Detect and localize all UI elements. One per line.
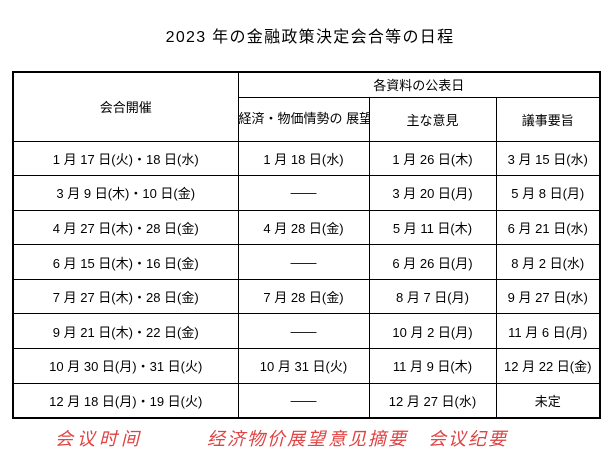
header-row-sub: 経済・物価情勢の 展望(基本的見解) 主な意見 議事要旨 (13, 96, 601, 142)
cell-minutes: 12 月 22 日(金) (495, 348, 601, 384)
header-release-date-group: 各資料の公表日 (237, 71, 601, 98)
cell-opinions: 6 月 26 日(月) (368, 244, 497, 280)
cell-minutes: 9 月 27 日(水) (495, 278, 601, 315)
table-row: 6 月 15 日(木)・16 日(金) —— 6 月 26 日(月) 8 月 2… (12, 244, 601, 280)
table-row: 3 月 9 日(木)・10 日(金) —— 3 月 20 日(月) 5 月 8 … (12, 175, 601, 211)
cell-meeting: 4 月 27 日(木)・28 日(金) (12, 209, 239, 246)
table-row: 12 月 18 日(月)・19 日(火) —— 12 月 27 日(水) 未定 (12, 382, 601, 419)
table-row: 4 月 27 日(木)・28 日(金) 4 月 28 日(金) 5 月 11 日… (12, 209, 601, 246)
cell-opinions: 10 月 2 日(月) (368, 313, 497, 350)
cell-outlook: 10 月 31 日(火) (237, 348, 370, 384)
cell-minutes: 5 月 8 日(月) (495, 175, 601, 211)
cell-minutes: 11 月 6 日(月) (495, 313, 601, 350)
cell-meeting: 12 月 18 日(月)・19 日(火) (12, 382, 239, 419)
cell-minutes: 3 月 15 日(水) (495, 140, 601, 177)
cell-opinions: 5 月 11 日(木) (368, 209, 497, 246)
annotation-outlook: 经济物价展望 (207, 429, 327, 449)
annotation-meeting-time: 会议时间 (55, 429, 143, 449)
cell-opinions: 12 月 27 日(水) (368, 382, 497, 419)
cell-outlook: 4 月 28 日(金) (237, 209, 370, 246)
table-row: 1 月 17 日(火)・18 日(水) 1 月 18 日(水) 1 月 26 日… (12, 140, 601, 177)
header-minutes: 議事要旨 (495, 96, 601, 142)
cell-outlook: —— (237, 382, 370, 419)
cell-meeting: 7 月 27 日(木)・28 日(金) (12, 278, 239, 315)
cell-minutes: 8 月 2 日(水) (495, 244, 601, 280)
header-row-group: 会合開催 各資料の公表日 (12, 71, 601, 142)
cell-opinions: 3 月 20 日(月) (368, 175, 497, 211)
cell-meeting: 10 月 30 日(月)・31 日(火) (12, 348, 239, 384)
cell-meeting: 9 月 21 日(木)・22 日(金) (12, 313, 239, 350)
table-row: 7 月 27 日(木)・28 日(金) 7 月 28 日(金) 8 月 7 日(… (12, 278, 601, 315)
cell-outlook: —— (237, 175, 370, 211)
header-opinions: 主な意見 (368, 96, 497, 142)
cell-minutes: 6 月 21 日(水) (495, 209, 601, 246)
cell-outlook: 1 月 18 日(水) (237, 140, 370, 177)
cell-meeting: 1 月 17 日(火)・18 日(水) (12, 140, 239, 177)
cell-outlook: —— (237, 244, 370, 280)
page-title: 2023 年の金融政策決定会合等の日程 (165, 29, 455, 46)
cell-opinions: 11 月 9 日(木) (368, 348, 497, 384)
annotation-opinions: 意见摘要 (328, 429, 408, 449)
table-row: 9 月 21 日(木)・22 日(金) —— 10 月 2 日(月) 11 月 … (12, 313, 601, 350)
schedule-table: 会合開催 各資料の公表日 経済・物価情勢の 展望(基本的見解) 主な意見 議事要… (12, 71, 602, 419)
cell-meeting: 3 月 9 日(木)・10 日(金) (12, 175, 239, 211)
table-row: 10 月 30 日(月)・31 日(火) 10 月 31 日(火) 11 月 9… (12, 348, 601, 384)
cell-minutes: 未定 (495, 382, 601, 419)
cell-meeting: 6 月 15 日(木)・16 日(金) (12, 244, 239, 280)
cell-outlook: —— (237, 313, 370, 350)
annotation-minutes: 会议纪要 (428, 429, 508, 449)
cell-opinions: 1 月 26 日(木) (368, 140, 497, 177)
cell-opinions: 8 月 7 日(月) (368, 278, 497, 315)
header-outlook: 経済・物価情勢の 展望(基本的見解) (237, 96, 370, 142)
cell-outlook: 7 月 28 日(金) (237, 278, 370, 315)
header-meeting: 会合開催 (12, 71, 239, 142)
